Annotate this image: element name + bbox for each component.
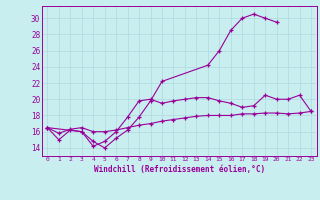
X-axis label: Windchill (Refroidissement éolien,°C): Windchill (Refroidissement éolien,°C) — [94, 165, 265, 174]
